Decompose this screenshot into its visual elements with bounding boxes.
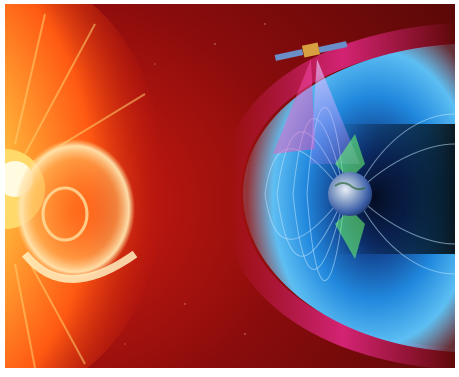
satellite-solar-panel-left bbox=[274, 49, 304, 61]
coronal-mass-ejection bbox=[15, 139, 135, 279]
sun-flare-rays bbox=[14, 13, 146, 368]
sensor-cone-right bbox=[310, 59, 360, 164]
cme-bright-arc bbox=[21, 250, 138, 283]
sensor-cone-left bbox=[273, 59, 315, 154]
aurora-beams bbox=[335, 134, 365, 259]
cme-inner-loop bbox=[41, 186, 89, 242]
earth-land bbox=[334, 182, 366, 191]
satellite-body bbox=[301, 42, 321, 58]
illustration-svg bbox=[5, 4, 455, 368]
stars bbox=[124, 23, 266, 345]
satellite bbox=[274, 41, 348, 61]
earth bbox=[328, 172, 372, 216]
space-weather-scene bbox=[5, 4, 455, 368]
magnetosheath bbox=[218, 23, 455, 368]
satellite-solar-panel-right bbox=[318, 41, 348, 53]
